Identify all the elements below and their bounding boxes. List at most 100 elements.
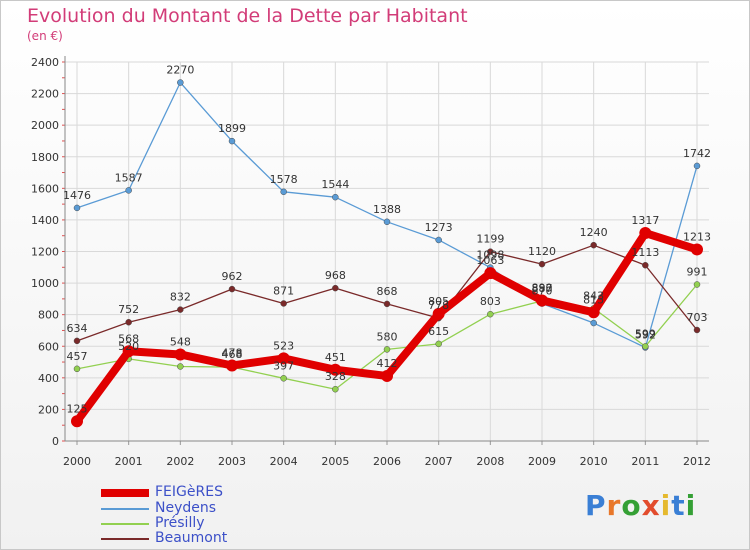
data-point-pr-silly [435, 340, 442, 348]
logo-letter: t [671, 489, 686, 522]
data-label-neydens: 592 [635, 329, 656, 342]
chart-unit: (en €) [27, 29, 63, 43]
data-point-neydens [125, 187, 132, 194]
x-tick-label: 2004 [270, 455, 298, 468]
y-tick-label: 600 [38, 340, 59, 353]
data-label-feig-res: 815 [583, 293, 604, 306]
data-label-feig-res: 1317 [631, 214, 659, 227]
x-tick-label: 2009 [528, 455, 556, 468]
y-tick-label: 1800 [31, 151, 59, 164]
y-tick-label: 1400 [31, 214, 59, 227]
data-point-neydens [280, 188, 287, 196]
x-tick-label: 2002 [166, 455, 194, 468]
data-label-pr-silly: 991 [687, 266, 708, 279]
x-tick-label: 2000 [63, 455, 91, 468]
legend-swatch-neydens [101, 508, 149, 510]
data-label-neydens: 1742 [683, 147, 711, 160]
legend-label-presilly: Présilly [155, 515, 205, 531]
data-label-neydens: 2270 [166, 64, 194, 77]
data-label-feig-res: 523 [273, 339, 294, 352]
data-point-pr-silly [642, 343, 649, 350]
y-tick-label: 2400 [31, 56, 59, 69]
data-point-beaumont [693, 326, 701, 334]
x-tick-label: 2008 [476, 455, 504, 468]
data-label-feig-res: 548 [170, 335, 191, 348]
data-point-pr-silly [177, 363, 184, 370]
data-label-pr-silly: 457 [67, 350, 88, 363]
data-label-pr-silly: 520 [118, 340, 139, 353]
data-point-feig-res [536, 294, 548, 307]
data-label-beaumont: 1113 [631, 246, 659, 259]
data-label-beaumont: 968 [325, 269, 346, 282]
data-label-neydens: 1273 [425, 221, 453, 234]
data-point-pr-silly [487, 310, 494, 318]
data-label-neydens: 1388 [373, 203, 401, 216]
data-point-feig-res [226, 359, 238, 372]
x-tick-label: 2007 [425, 455, 453, 468]
y-tick-label: 800 [38, 309, 59, 322]
data-point-neydens [383, 218, 391, 226]
data-point-beaumont [332, 284, 339, 292]
legend-label-neydens: Neydens [155, 500, 217, 516]
data-label-neydens: 1098 [476, 249, 504, 262]
data-point-beaumont [642, 261, 649, 269]
data-point-neydens [693, 162, 701, 170]
data-label-pr-silly: 328 [325, 370, 346, 383]
data-point-beaumont [228, 285, 236, 293]
legend-item-presilly: Présilly [101, 515, 301, 532]
data-label-neydens: 1544 [321, 178, 349, 191]
logo-letter: r [606, 489, 622, 522]
data-point-feig-res [71, 415, 83, 428]
legend-item-neydens: Neydens [101, 500, 301, 517]
data-label-feig-res: 478 [222, 347, 243, 360]
logo-letter: i [685, 489, 697, 522]
data-label-pr-silly: 843 [583, 289, 604, 302]
data-point-feig-res [432, 307, 445, 320]
data-label-beaumont: 778 [428, 299, 449, 312]
logo-letter: i [660, 489, 672, 522]
data-point-neydens [228, 137, 236, 145]
data-label-beaumont: 962 [222, 270, 243, 283]
y-tick-label: 200 [38, 403, 59, 416]
legend-item-feigeres: FEIGèRES [101, 484, 301, 501]
data-label-beaumont: 634 [67, 322, 88, 335]
data-label-neydens: 870 [532, 285, 553, 298]
data-label-feig-res: 451 [325, 351, 346, 364]
data-label-pr-silly: 599 [635, 327, 656, 340]
data-point-beaumont [383, 300, 391, 308]
data-label-feig-res: 1063 [476, 254, 504, 267]
data-label-feig-res: 125 [67, 402, 88, 415]
legend-swatch-feigeres [101, 489, 149, 497]
data-point-beaumont [280, 300, 287, 307]
logo-letter: o [621, 489, 642, 522]
logo-letter: P [585, 489, 607, 522]
x-tick-label: 2011 [631, 455, 659, 468]
data-label-beaumont: 752 [118, 303, 139, 316]
y-tick-label: 1000 [31, 277, 59, 290]
data-label-beaumont: 703 [687, 311, 708, 324]
line-chart: 0 200 400 600 800 1000 1200 1400 1600 1800 2000 220… [31, 56, 711, 468]
data-point-feig-res [277, 352, 290, 365]
data-label-neydens: 1578 [270, 173, 298, 186]
data-point-beaumont [73, 337, 81, 345]
data-label-beaumont: 1120 [528, 245, 556, 258]
data-point-pr-silly [693, 281, 701, 288]
data-label-pr-silly: 580 [377, 330, 398, 343]
data-label-neydens: 1587 [115, 171, 143, 184]
x-tick-label: 2005 [321, 455, 349, 468]
data-point-pr-silly [332, 385, 339, 393]
data-label-beaumont: 1199 [476, 233, 504, 246]
legend-item-beaumont: Beaumont [101, 530, 301, 547]
data-point-beaumont [590, 241, 597, 249]
data-label-pr-silly: 887 [532, 282, 553, 295]
proxiti-logo: Proxiti [585, 489, 696, 522]
data-label-pr-silly: 803 [480, 295, 501, 308]
data-point-feig-res [381, 369, 393, 382]
data-point-feig-res [587, 306, 600, 319]
data-point-feig-res [691, 243, 703, 256]
data-label-neydens: 1899 [218, 122, 246, 135]
data-label-beaumont: 832 [170, 291, 191, 304]
data-point-feig-res [329, 363, 342, 376]
y-tick-label: 0 [52, 435, 59, 448]
